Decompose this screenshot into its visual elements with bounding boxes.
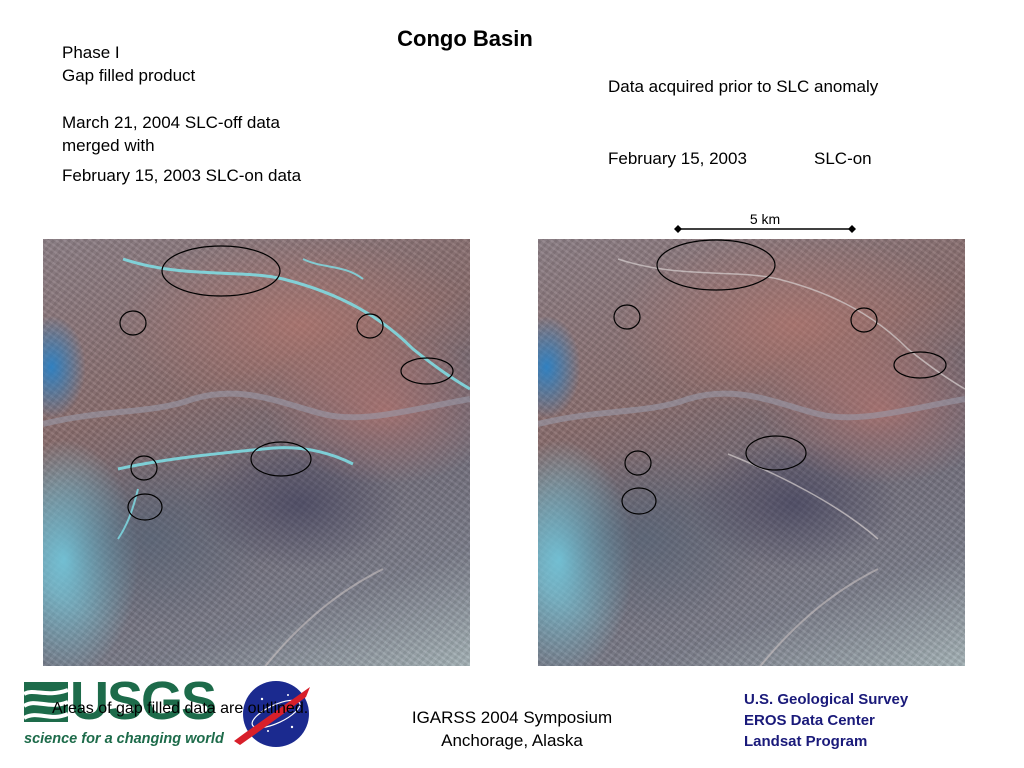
- gap-outline: [656, 239, 776, 291]
- usgs-logo: USGS science for a changing world: [24, 671, 224, 751]
- usgs-wave-icon: [24, 682, 68, 722]
- product-label: Gap filled product: [62, 66, 196, 85]
- gap-outline: [745, 435, 807, 471]
- scale-bar: 5 km: [674, 211, 856, 235]
- slc-on-image: [538, 239, 965, 666]
- agency-center: EROS Data Center: [744, 712, 875, 729]
- gap-outline: [356, 313, 384, 339]
- gap-outline: [621, 487, 657, 515]
- usgs-wordmark: USGS: [70, 671, 217, 731]
- gap-outline: [161, 245, 281, 297]
- gap-outline: [119, 310, 147, 336]
- gap-outline: [250, 441, 312, 477]
- scale-bar-line: [674, 225, 856, 233]
- gap-outline: [613, 304, 641, 330]
- phase-label: Phase I: [62, 43, 120, 62]
- slc-on-date: February 15, 2003 SLC-on data: [62, 166, 302, 185]
- slc-off-date: March 21, 2004 SLC-off data: [62, 113, 280, 132]
- symposium-name: IGARSS 2004 Symposium: [411, 708, 613, 727]
- symposium-block: IGARSS 2004 Symposium Anchorage, Alaska: [372, 706, 652, 752]
- gap-filled-image: [43, 239, 470, 666]
- merged-with-label: merged with: [62, 136, 155, 155]
- right-mode: SLC-on: [814, 149, 872, 168]
- agency-name: U.S. Geological Survey: [744, 691, 909, 708]
- nasa-logo: [232, 679, 312, 749]
- right-date: February 15, 2003: [608, 149, 747, 168]
- scale-bar-label: 5 km: [749, 211, 781, 227]
- caption: Areas of gap filled data are outlined.: [52, 700, 309, 717]
- gap-outline: [893, 351, 947, 379]
- slide-title: Congo Basin: [397, 26, 533, 51]
- gap-outline: [130, 455, 158, 481]
- usgs-tagline: science for a changing world: [24, 731, 224, 747]
- gap-outline: [624, 450, 652, 476]
- symposium-location: Anchorage, Alaska: [441, 731, 583, 750]
- left-description: Phase I Gap filled product March 21, 200…: [62, 41, 382, 187]
- right-heading: Data acquired prior to SLC anomaly: [608, 77, 879, 96]
- gap-filled-overlay: [43, 245, 470, 666]
- slc-on-overlay: [538, 239, 965, 666]
- gap-outline: [127, 493, 163, 521]
- gap-outline: [850, 307, 878, 333]
- nasa-meatball-icon: [234, 681, 310, 747]
- agency-program: Landsat Program: [744, 733, 868, 750]
- gap-outline: [400, 357, 454, 385]
- agency-block: U.S. Geological Survey EROS Data Center …: [744, 689, 908, 752]
